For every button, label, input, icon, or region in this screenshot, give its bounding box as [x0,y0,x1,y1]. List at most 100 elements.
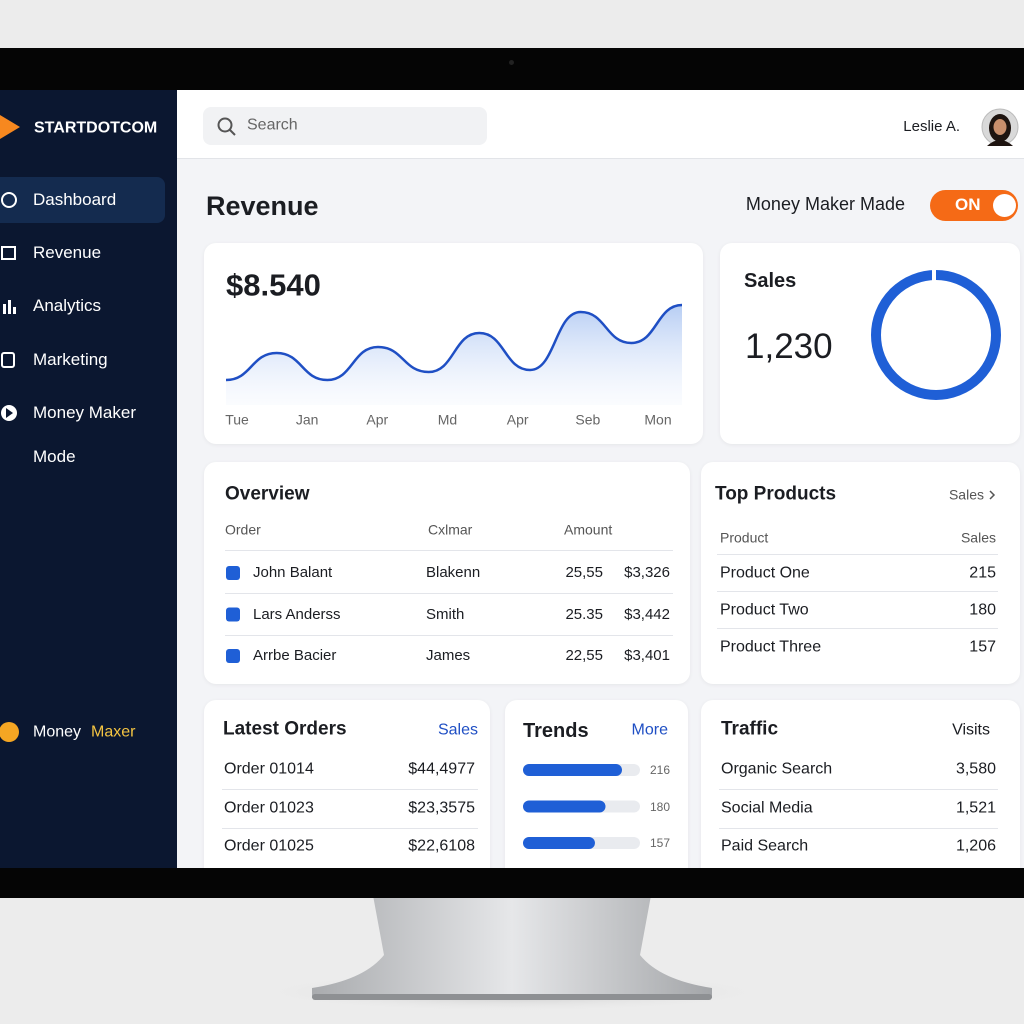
column-header: Amount [564,521,613,538]
user-name: Leslie A. [903,118,960,135]
screen: STARTDOTCOM Dashboard Revenue Analytics Mark… [0,90,1024,868]
revenue-line [225,303,683,382]
footer-label: Maxer [91,723,136,741]
cell: Paid Search [721,837,809,855]
avatar[interactable] [981,108,1019,146]
search-placeholder[interactable]: Search [247,116,298,134]
column-header: Order [225,521,261,538]
trend-bar [523,837,595,849]
bullet [226,607,240,622]
divider [719,789,998,790]
monitor-stand [252,890,772,1012]
cell: Smith [426,605,465,623]
card-title: Top Products [715,483,837,505]
ring-gap [932,268,936,282]
cell: 215 [969,564,996,582]
cell: 180 [969,601,996,619]
cell: Order 01025 [224,837,314,855]
sales-ring [871,270,1001,400]
cell: $3,442 [624,605,670,623]
nav-item[interactable]: Dashboard [33,189,117,209]
cell: 25,55 [565,564,603,581]
sales-title: Sales [744,270,797,292]
toggle-label[interactable]: ON [955,194,981,214]
divider [717,628,998,629]
divider [225,550,673,551]
cell: Product Three [720,638,822,656]
visuals [225,268,1001,849]
nav-item[interactable]: Revenue [33,242,102,262]
revenue-amount: $8.540 [226,267,321,303]
revenue-area [226,305,682,405]
nav-active [0,177,165,223]
x-label: Seb [575,411,601,428]
nav-item[interactable]: Marketing [33,349,108,369]
cell: Lars Anderss [253,605,341,623]
card-link[interactable]: Sales [948,486,984,503]
card-title: Traffic [721,718,779,740]
nav-item[interactable]: Money Maker Mode [33,403,136,466]
x-label: Apr [366,411,389,428]
card-title: Trends [523,720,589,742]
cell: 1,206 [955,837,996,855]
cell: Social Media [721,798,813,816]
x-label: Mon [644,411,672,428]
divider [719,827,998,829]
trend-bar [523,764,622,776]
divider [717,554,998,555]
column-header: Visits [952,721,990,739]
cell: 25.35 [565,605,603,623]
x-label: Tue [225,411,249,428]
brand: STARTDOTCOM [34,119,158,137]
divider [225,634,673,636]
bar-value: 216 [649,762,670,777]
sales-card [720,243,1020,444]
divider [222,789,478,790]
latest-orders-card [204,700,490,868]
card-link[interactable]: Sales [437,721,478,739]
divider [225,593,673,594]
x-label: Apr [506,411,529,428]
page-title: Revenue [206,190,319,221]
top-products-card [701,462,1020,684]
sales-value: 1,230 [745,327,833,366]
mode-label: Money Maker Made [745,194,905,215]
divider [222,827,478,829]
search-icon [217,117,236,136]
cell: 1,521 [955,798,996,816]
x-label: Jan [295,411,319,428]
toggle-knob [993,194,1016,217]
column-header: Sales [960,529,996,546]
traffic-card [701,700,1020,868]
bar-value: 157 [649,835,670,850]
cell: Product One [720,564,810,582]
cell: Arrbe Bacier [253,647,337,664]
cell: $44,4977 [408,760,475,778]
footer-label: Money [33,723,82,741]
nav-item[interactable]: Analytics [33,295,102,315]
card-title: Latest Orders [223,718,347,740]
cell: John Balant [253,564,333,581]
cell: Order 01023 [224,798,314,816]
column-header: Cxlmar [428,521,473,538]
card-link[interactable]: More [631,721,668,739]
cell: 3,580 [955,760,996,778]
cell: $3,401 [624,647,670,664]
cell: Blakenn [426,564,481,581]
divider [717,591,998,592]
camera [509,60,514,65]
chevron [989,490,996,500]
trend-bar [523,800,606,813]
cell: 157 [969,638,996,656]
cell: Organic Search [721,760,833,778]
cell: James [426,647,471,664]
cell: 22,55 [565,647,603,664]
search-box[interactable] [203,107,487,145]
cell: $3,326 [624,564,670,581]
overview-card [204,462,690,684]
cell: $23,3575 [408,798,475,816]
sidebar-icons [0,115,20,742]
column-header: Product [720,529,769,546]
cell: Product Two [720,601,809,619]
